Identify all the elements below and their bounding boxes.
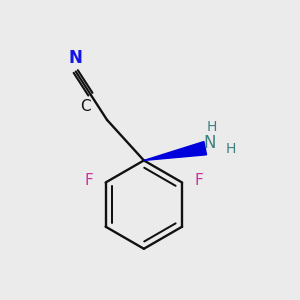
Text: N: N: [69, 49, 83, 67]
Text: F: F: [195, 172, 204, 188]
Text: C: C: [80, 99, 91, 114]
Text: F: F: [84, 172, 93, 188]
Polygon shape: [144, 142, 206, 160]
Text: H: H: [206, 120, 217, 134]
Text: H: H: [226, 142, 236, 156]
Text: N: N: [204, 134, 216, 152]
